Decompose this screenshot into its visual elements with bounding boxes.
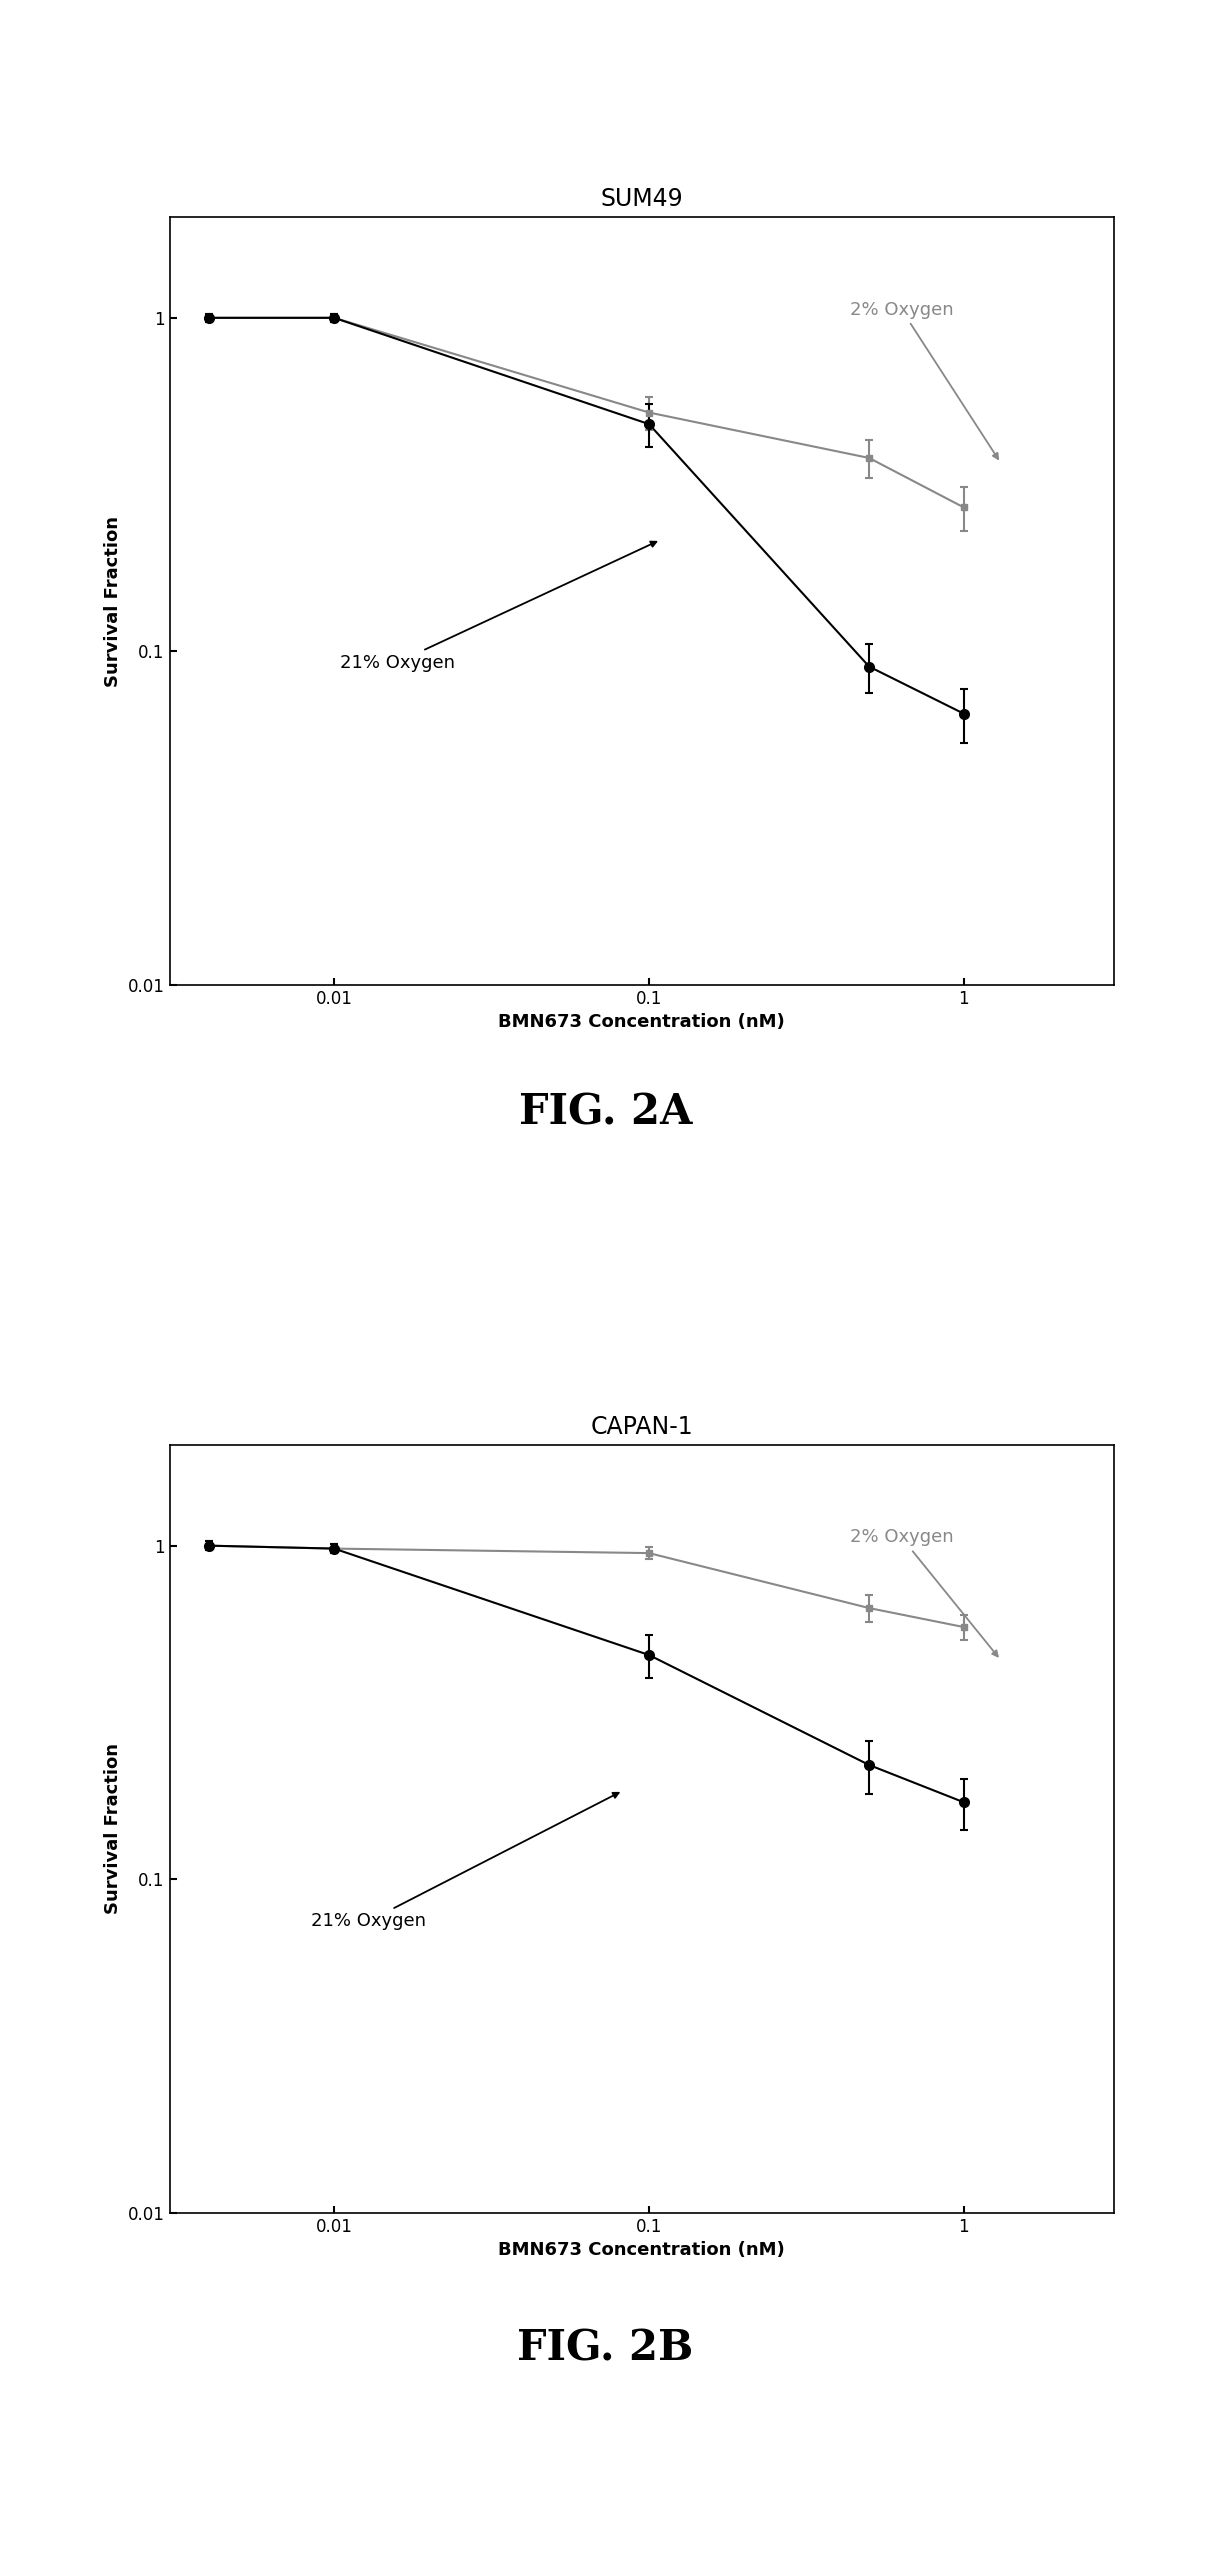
- Text: FIG. 2A: FIG. 2A: [518, 1092, 693, 1133]
- Text: FIG. 2B: FIG. 2B: [517, 2328, 694, 2369]
- Text: 2% Oxygen: 2% Oxygen: [850, 1527, 998, 1658]
- Y-axis label: Survival Fraction: Survival Fraction: [104, 517, 122, 686]
- X-axis label: BMN673 Concentration (nM): BMN673 Concentration (nM): [499, 1013, 785, 1031]
- Text: 21% Oxygen: 21% Oxygen: [339, 542, 656, 673]
- Text: 2% Oxygen: 2% Oxygen: [850, 299, 998, 458]
- Title: CAPAN-1: CAPAN-1: [591, 1415, 693, 1440]
- Y-axis label: Survival Fraction: Survival Fraction: [104, 1745, 122, 1913]
- Title: SUM49: SUM49: [601, 187, 683, 212]
- Text: 21% Oxygen: 21% Oxygen: [311, 1793, 619, 1931]
- X-axis label: BMN673 Concentration (nM): BMN673 Concentration (nM): [499, 2241, 785, 2259]
